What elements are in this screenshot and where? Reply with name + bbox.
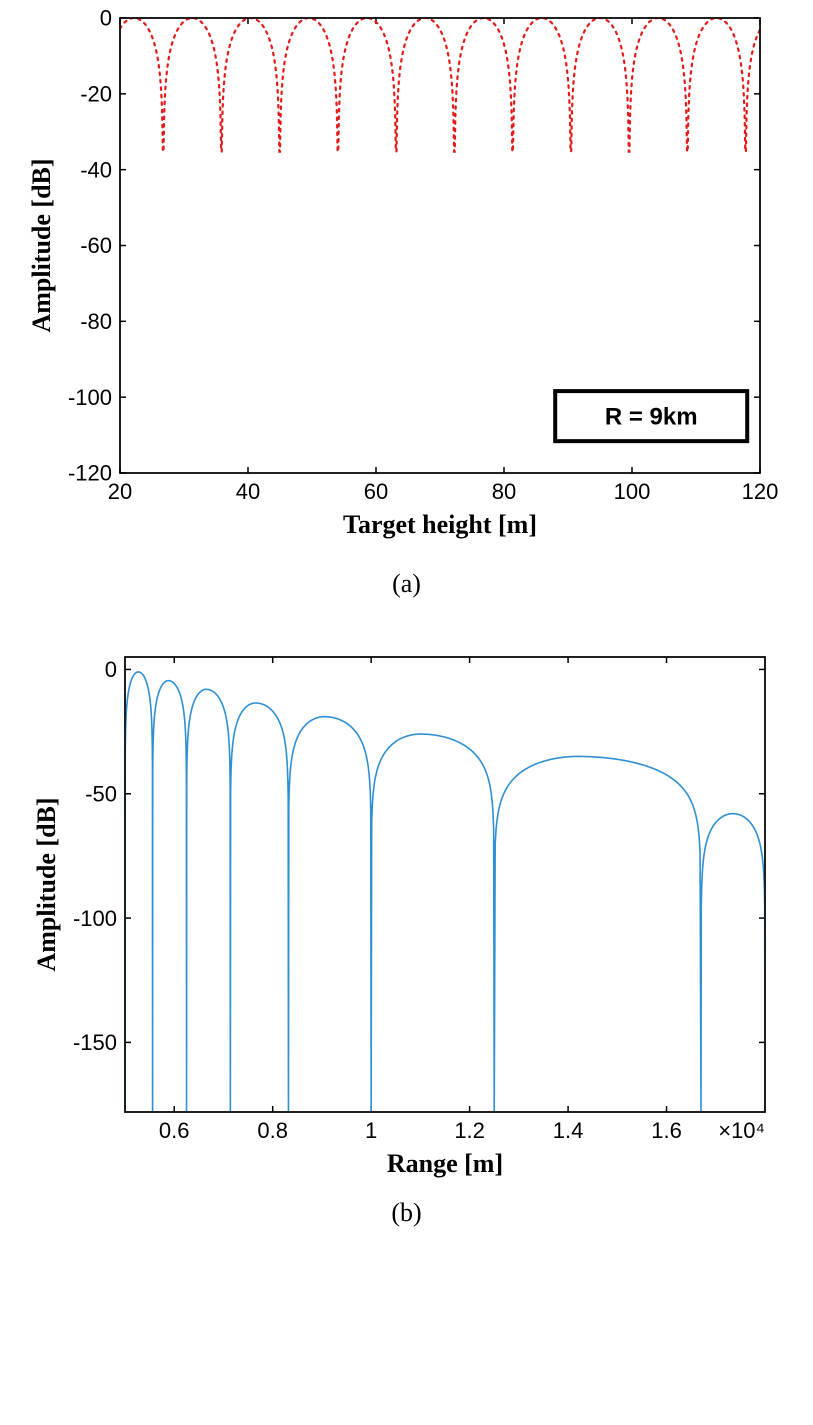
svg-text:-100: -100 [73, 906, 117, 931]
svg-text:0.8: 0.8 [257, 1118, 288, 1143]
svg-text:40: 40 [236, 479, 260, 504]
svg-text:-20: -20 [80, 82, 112, 107]
svg-text:60: 60 [364, 479, 388, 504]
svg-text:-40: -40 [80, 157, 112, 182]
figure-b: 0.6 0.8 1 1.2 1.4 1.6 -150 -100 -50 0 Range [m] Amp… [0, 629, 813, 1228]
caption-b: (b) [0, 1198, 813, 1228]
x-axis-label: Target height [m] [343, 510, 537, 539]
svg-text:1.6: 1.6 [651, 1118, 682, 1143]
legend-text: R = 9km [605, 404, 698, 431]
svg-text:-60: -60 [80, 233, 112, 258]
svg-text:1: 1 [365, 1118, 377, 1143]
svg-text:-50: -50 [85, 781, 117, 806]
svg-text:-120: -120 [68, 461, 112, 486]
svg-text:-80: -80 [80, 309, 112, 334]
y-axis-label: Amplitude [dB] [27, 158, 56, 332]
svg-text:1.2: 1.2 [454, 1118, 485, 1143]
svg-text:-150: -150 [73, 1030, 117, 1055]
y-axis-label: Amplitude [dB] [32, 797, 61, 971]
svg-text:0: 0 [100, 6, 112, 31]
svg-text:120: 120 [742, 479, 779, 504]
svg-text:100: 100 [614, 479, 651, 504]
svg-text:0: 0 [105, 657, 117, 682]
svg-text:80: 80 [492, 479, 516, 504]
caption-a: (a) [0, 569, 813, 599]
page: 20406080100120-120-100-80-60-40-200Targe… [0, 0, 813, 1228]
svg-text:1.4: 1.4 [553, 1118, 584, 1143]
x-axis-multiplier: ×10⁴ [718, 1118, 765, 1143]
chart-b-svg: 0.6 0.8 1 1.2 1.4 1.6 -150 -100 -50 0 Range [m] Amp… [0, 629, 813, 1189]
x-axis-label: Range [m] [387, 1149, 503, 1178]
svg-text:-100: -100 [68, 385, 112, 410]
chart-a-svg: 20406080100120-120-100-80-60-40-200Targe… [0, 0, 813, 560]
figure-a: 20406080100120-120-100-80-60-40-200Targe… [0, 0, 813, 599]
svg-text:0.6: 0.6 [159, 1118, 190, 1143]
